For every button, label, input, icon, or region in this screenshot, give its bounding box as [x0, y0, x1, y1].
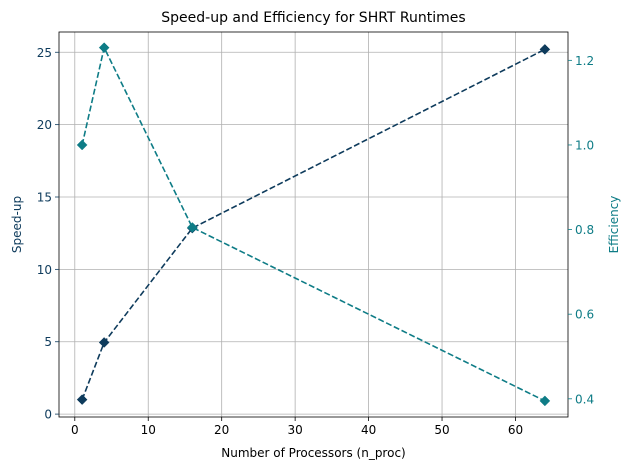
- right-y-tick-label: 1.0: [575, 138, 594, 152]
- x-tick-label: 50: [434, 423, 449, 437]
- x-tick-label: 60: [508, 423, 523, 437]
- efficiency-series-line: [81, 45, 546, 402]
- left-y-axis: 0 5 10 15 20 25: [37, 46, 59, 422]
- left-y-tick-label: 0: [44, 408, 52, 422]
- x-tick-label: 20: [214, 423, 229, 437]
- series-layer: [76, 42, 551, 407]
- x-tick-label: 10: [141, 423, 156, 437]
- efficiency-data-point: [98, 42, 110, 54]
- x-axis: 0 10 20 30 40 50 60: [71, 417, 523, 437]
- right-y-tick-label: 0.8: [575, 223, 594, 237]
- x-tick-label: 0: [71, 423, 79, 437]
- left-y-tick-label: 5: [44, 335, 52, 349]
- x-axis-label: Number of Processors (n_proc): [221, 446, 405, 460]
- speedup-series-line: [81, 48, 546, 400]
- left-y-tick-label: 25: [37, 46, 52, 60]
- efficiency-data-point: [76, 139, 88, 151]
- left-y-tick-label: 15: [37, 191, 52, 205]
- efficiency-data-point: [186, 222, 198, 233]
- left-y-tick-label: 10: [37, 263, 52, 277]
- x-tick-label: 40: [361, 423, 376, 437]
- right-y-tick-label: 0.6: [575, 308, 594, 322]
- left-y-tick-label: 20: [37, 118, 52, 132]
- left-y-axis-label: Speed-up: [10, 196, 24, 253]
- speedup-data-point: [98, 337, 110, 348]
- right-y-tick-label: 1.2: [575, 54, 594, 68]
- plot-frame: [58, 31, 569, 418]
- right-y-tick-label: 0.4: [575, 392, 594, 406]
- right-y-axis: 0.4 0.6 0.8 1.0 1.2: [568, 54, 594, 406]
- speedup-data-point: [539, 44, 551, 55]
- chart-title: Speed-up and Efficiency for SHRT Runtime…: [161, 10, 465, 26]
- grid: [59, 32, 568, 417]
- efficiency-data-point: [539, 395, 551, 407]
- x-tick-label: 30: [287, 423, 302, 437]
- right-y-axis-label: Efficiency: [607, 196, 621, 254]
- speedup-data-point: [76, 394, 88, 405]
